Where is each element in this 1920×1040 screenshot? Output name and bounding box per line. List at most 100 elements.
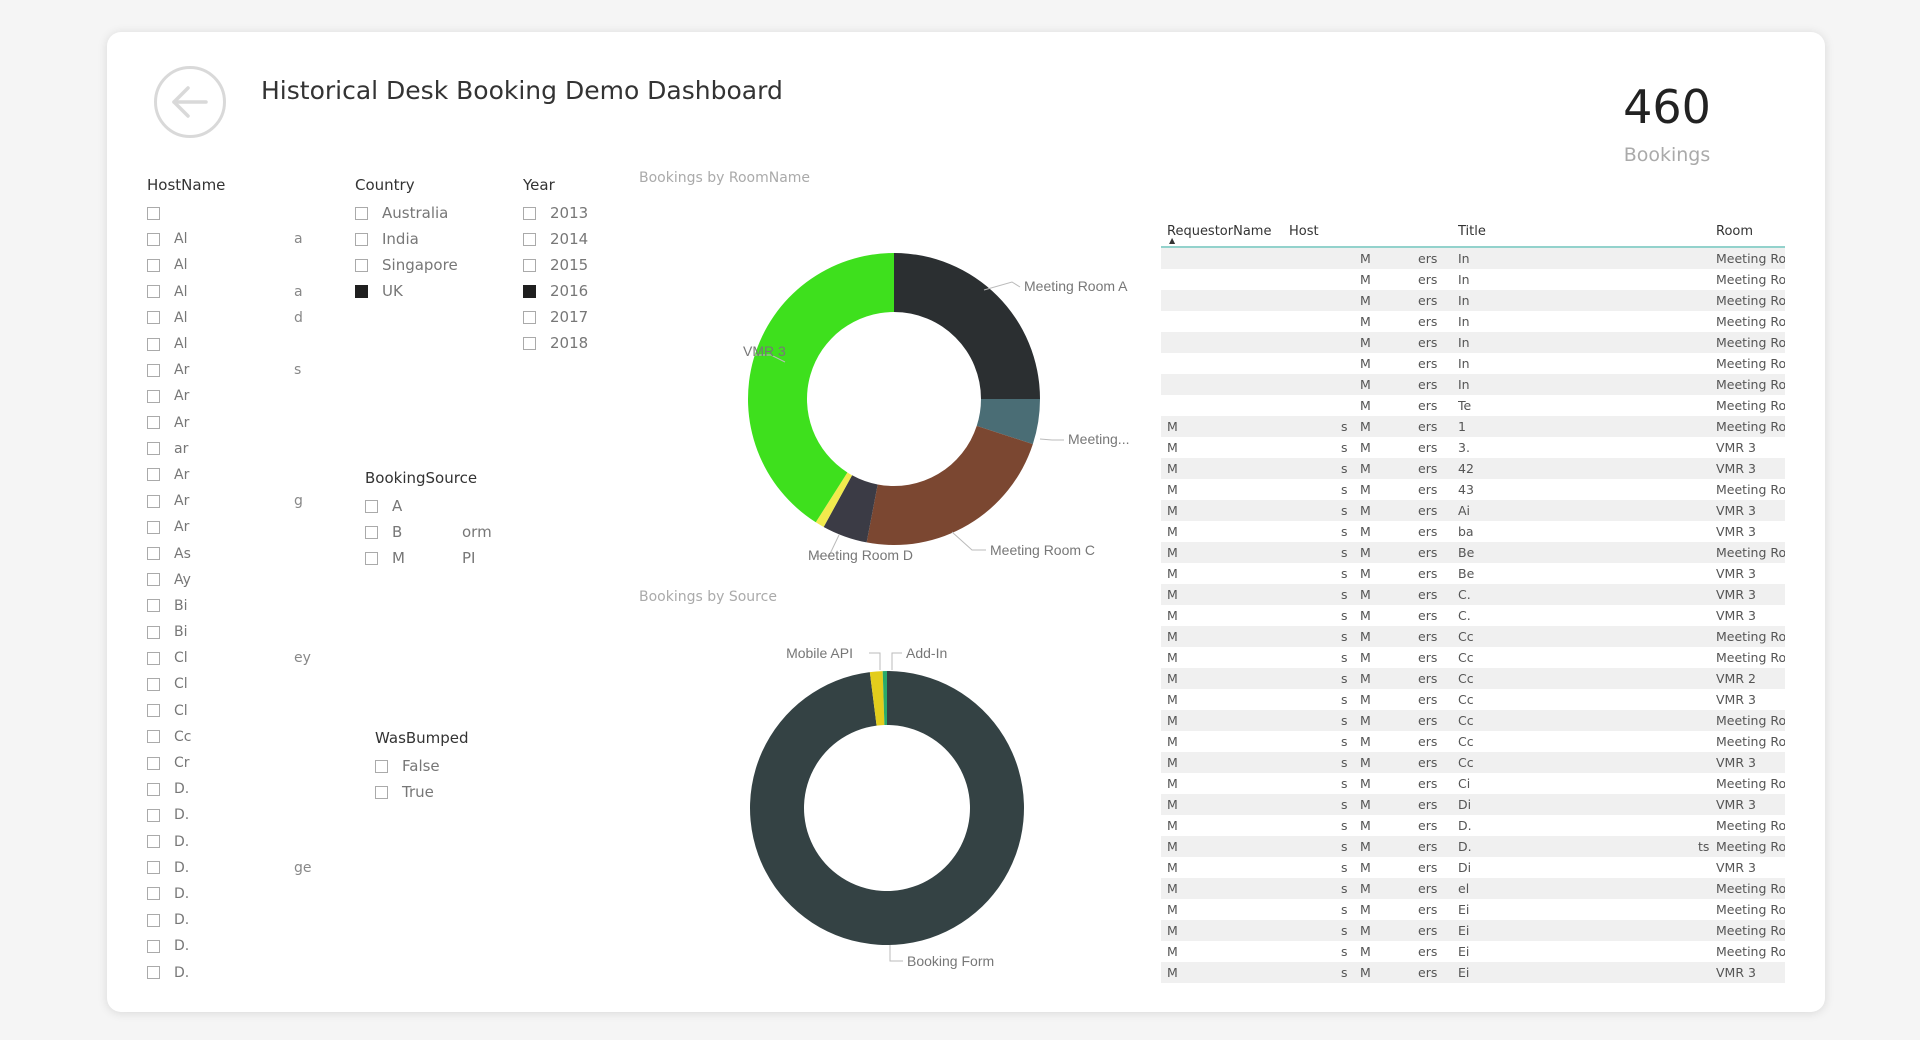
country-option[interactable]: India [355, 226, 458, 252]
hostname-option[interactable] [147, 200, 312, 226]
col-title[interactable]: Title [1458, 223, 1486, 239]
hostname-option[interactable]: Ay [147, 567, 312, 593]
hostname-option[interactable]: Cl ey [147, 645, 312, 671]
checkbox[interactable] [147, 468, 160, 482]
hostname-option[interactable]: Ar [147, 410, 312, 436]
year-option[interactable]: 2018 [523, 330, 588, 356]
year-option[interactable]: 2016 [523, 278, 588, 304]
hostname-option[interactable]: Al a [147, 226, 312, 252]
room-donut-chart[interactable]: Meeting Room A Meeting... Meeting Room C Me… [743, 253, 1129, 563]
hostname-option[interactable]: D. [147, 933, 312, 959]
checkbox[interactable] [147, 232, 160, 246]
back-button[interactable] [154, 66, 226, 138]
donut-slice[interactable] [823, 475, 878, 543]
booking-source-option[interactable]: A [365, 493, 492, 519]
hostname-option[interactable]: Al d [147, 305, 312, 331]
booking-source-option[interactable]: M PI [365, 545, 492, 571]
checkbox-checked[interactable] [355, 284, 368, 298]
donut-slice[interactable] [976, 399, 1040, 445]
hostname-option[interactable]: D. [147, 959, 312, 985]
checkbox[interactable] [147, 808, 160, 822]
checkbox[interactable] [365, 499, 378, 513]
source-donut-chart[interactable]: Booking Form Mobile API Add-In [749, 645, 1024, 969]
donut-slice[interactable] [866, 425, 1033, 545]
year-option[interactable]: 2013 [523, 200, 588, 226]
checkbox[interactable] [523, 258, 536, 272]
hostname-option[interactable]: D. [147, 907, 312, 933]
checkbox[interactable] [365, 525, 378, 539]
year-option[interactable]: 2014 [523, 226, 588, 252]
hostname-option[interactable]: Ar [147, 383, 312, 409]
checkbox[interactable] [523, 310, 536, 324]
checkbox[interactable] [523, 232, 536, 246]
donut-slice[interactable] [869, 671, 885, 726]
checkbox[interactable] [147, 494, 160, 508]
donut-slice[interactable] [894, 253, 1040, 399]
col-requestor-name[interactable]: RequestorName [1167, 223, 1272, 239]
checkbox[interactable] [523, 336, 536, 350]
year-option[interactable]: 2017 [523, 304, 588, 330]
was-bumped-option[interactable]: False [375, 753, 469, 779]
hostname-option[interactable]: Bi [147, 619, 312, 645]
col-room[interactable]: Room [1716, 223, 1754, 239]
checkbox[interactable] [147, 756, 160, 770]
checkbox[interactable] [355, 258, 368, 272]
hostname-option[interactable]: As [147, 540, 312, 566]
hostname-option[interactable]: Cc [147, 724, 312, 750]
checkbox[interactable] [355, 232, 368, 246]
checkbox[interactable] [147, 285, 160, 299]
hostname-option[interactable]: Al [147, 252, 312, 278]
checkbox[interactable] [147, 337, 160, 351]
was-bumped-option[interactable]: True [375, 779, 469, 805]
hostname-option[interactable]: Cr [147, 750, 312, 776]
hostname-option[interactable]: Ar [147, 514, 312, 540]
checkbox[interactable] [523, 206, 536, 220]
checkbox[interactable] [375, 785, 388, 799]
country-option[interactable]: Australia [355, 200, 458, 226]
country-option[interactable]: UK [355, 278, 458, 304]
checkbox[interactable] [375, 759, 388, 773]
checkbox[interactable] [147, 258, 160, 272]
donut-slice[interactable] [815, 472, 853, 527]
checkbox[interactable] [147, 625, 160, 639]
checkbox[interactable] [147, 913, 160, 927]
donut-slice[interactable] [882, 671, 887, 726]
hostname-option[interactable]: Ar g [147, 488, 312, 514]
checkbox[interactable] [147, 730, 160, 744]
checkbox[interactable] [365, 551, 378, 565]
hostname-option[interactable]: D. [147, 802, 312, 828]
country-option[interactable]: Singapore [355, 252, 458, 278]
checkbox[interactable] [147, 835, 160, 849]
checkbox[interactable] [147, 311, 160, 325]
checkbox-checked[interactable] [523, 284, 536, 298]
checkbox[interactable] [147, 520, 160, 534]
col-host[interactable]: Host [1289, 223, 1319, 239]
hostname-option[interactable]: Al a [147, 279, 312, 305]
checkbox[interactable] [147, 782, 160, 796]
checkbox[interactable] [147, 389, 160, 403]
hostname-option[interactable]: D. [147, 829, 312, 855]
checkbox[interactable] [147, 966, 160, 980]
